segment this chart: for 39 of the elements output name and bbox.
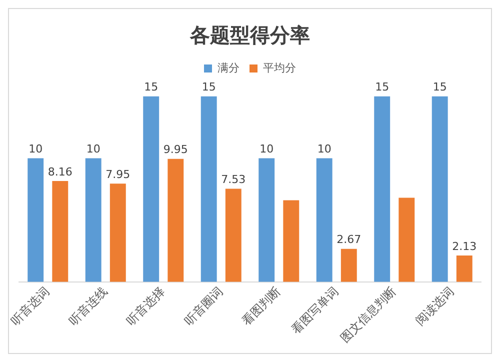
data-label: 2.67 — [336, 233, 362, 246]
data-label: 10 — [28, 142, 43, 156]
bar — [316, 158, 332, 282]
x-tick-label: 听音选择 — [124, 284, 168, 328]
bar — [258, 158, 275, 282]
bar — [340, 248, 357, 282]
x-tick-label: 阅读选词 — [412, 284, 456, 328]
bar — [398, 198, 415, 282]
chart-title: 各题型得分率 — [189, 23, 310, 48]
data-label: 9.95 — [163, 143, 188, 156]
data-label: 10 — [86, 142, 100, 156]
data-label: 2.13 — [452, 240, 477, 253]
legend-label: 满分 — [218, 61, 240, 74]
x-tick-label: 看图判断 — [239, 284, 284, 328]
x-tick-label: 听音选词 — [8, 284, 52, 328]
data-label: 15 — [202, 80, 216, 94]
data-label: 7.53 — [221, 173, 246, 186]
x-tick-label: 听音连线 — [66, 284, 110, 328]
bar — [456, 256, 472, 282]
bar — [374, 96, 390, 282]
bar — [200, 96, 217, 282]
data-label: 10 — [260, 142, 274, 156]
bar — [85, 158, 102, 282]
data-label: 10 — [317, 142, 332, 156]
bar — [283, 200, 300, 282]
bar — [52, 180, 68, 282]
bar — [432, 96, 448, 282]
bar — [110, 184, 126, 282]
bar — [168, 158, 184, 282]
bar — [28, 158, 44, 282]
x-tick-label: 听音圈词 — [182, 284, 226, 328]
data-label: 15 — [375, 80, 390, 94]
bar — [143, 96, 160, 282]
bar — [225, 188, 242, 282]
data-label: 15 — [432, 80, 447, 94]
legend-label: 平均分 — [263, 61, 296, 74]
data-label: 7.95 — [106, 168, 130, 181]
data-label: 15 — [144, 80, 158, 94]
data-label: 8.16 — [48, 165, 72, 178]
